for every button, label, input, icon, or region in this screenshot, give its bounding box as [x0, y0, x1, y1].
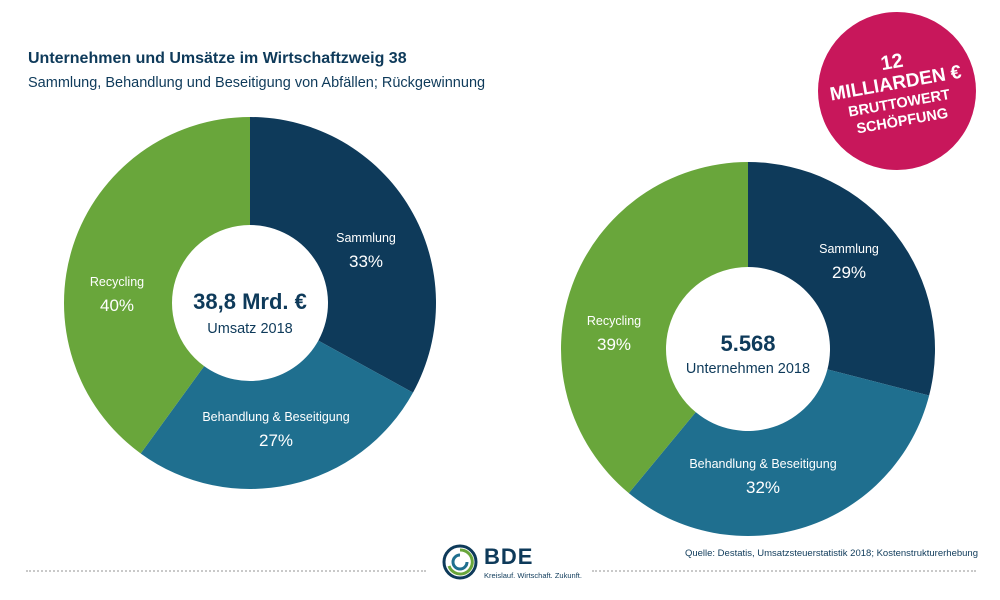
bde-logo-icon — [442, 544, 478, 580]
donut-2-center-value: 5.568 — [720, 331, 775, 356]
donut-2-label-recycling: Recycling — [587, 314, 641, 328]
donut-1-slice-recycling — [63, 117, 250, 454]
dotted-divider-left — [26, 570, 426, 572]
donut-1-value-behandlung-and-beseitigung: 27% — [259, 431, 293, 450]
donut-2-center-label: Unternehmen 2018 — [686, 361, 810, 377]
donut-1-label-recycling: Recycling — [90, 275, 144, 289]
donut-1-label-behandlung-and-beseitigung: Behandlung & Beseitigung — [202, 410, 349, 424]
donut-2-value-sammlung: 29% — [832, 263, 866, 282]
donut-2-label-sammlung: Sammlung — [819, 242, 879, 256]
chart-subtitle: Sammlung, Behandlung und Beseitigung von… — [28, 75, 486, 91]
donut-1-slice-behandlung-and-beseitigung — [140, 340, 413, 490]
bde-logo: BDE Kreislauf. Wirtschaft. Zukunft. — [442, 542, 582, 590]
dotted-divider-right — [592, 570, 976, 572]
logo-tagline: Kreislauf. Wirtschaft. Zukunft. — [484, 571, 582, 580]
donut-1-label-sammlung: Sammlung — [336, 231, 396, 245]
donut-2-label-behandlung-and-beseitigung: Behandlung & Beseitigung — [689, 457, 836, 471]
donut-1-slice-sammlung — [250, 117, 437, 393]
donut-2-slice-recycling — [561, 162, 748, 494]
logo-wordmark: BDE — [484, 544, 534, 569]
donut-1-value-sammlung: 33% — [349, 252, 383, 271]
donut-2-slice-behandlung-and-beseitigung — [628, 369, 930, 536]
source-note: Quelle: Destatis, Umsatzsteuerstatistik … — [684, 548, 978, 559]
donut-2-slice-sammlung — [748, 162, 935, 396]
donut-2-value-recycling: 39% — [597, 335, 631, 354]
value-badge: 12 MILLIARDEN € BRUTTOWERT SCHÖPFUNG — [818, 12, 976, 170]
donut-1-value-recycling: 40% — [100, 296, 134, 315]
donut-1-center-label: Umsatz 2018 — [207, 321, 292, 337]
donut-1-center-value: 38,8 Mrd. € — [193, 289, 307, 314]
donut-2-value-behandlung-and-beseitigung: 32% — [746, 478, 780, 497]
chart-title: Unternehmen und Umsätze im Wirtschaftzwe… — [28, 50, 407, 67]
